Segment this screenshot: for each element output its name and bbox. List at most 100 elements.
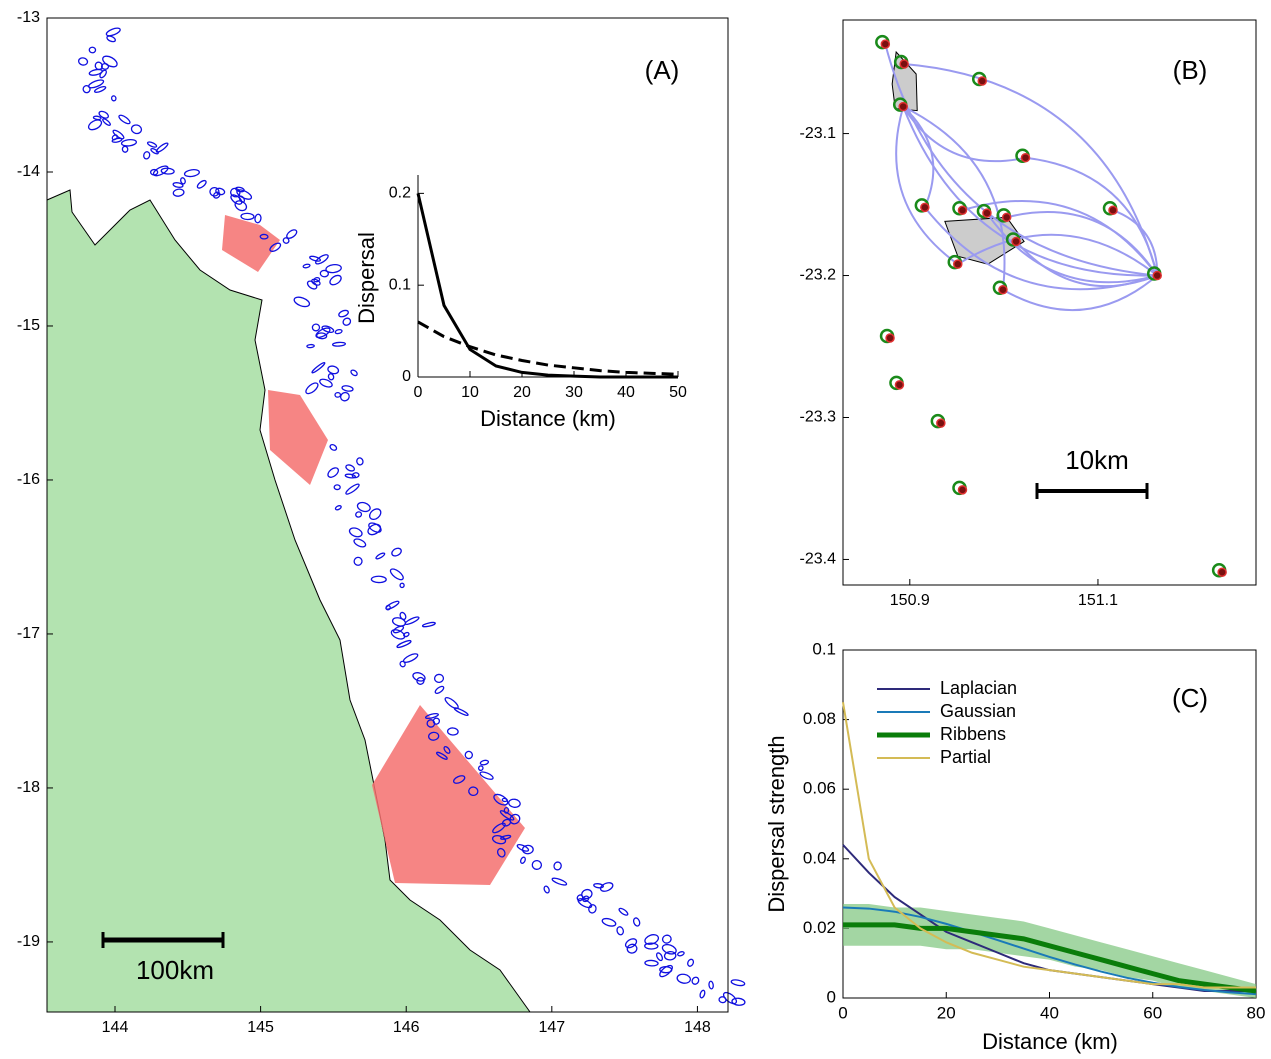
reef — [403, 631, 410, 638]
reef — [235, 186, 245, 193]
axes-frame — [46, 17, 729, 1013]
reef-point — [885, 333, 895, 343]
reef — [325, 263, 342, 274]
reef — [150, 147, 159, 155]
reef — [391, 617, 407, 627]
connection — [1015, 240, 1158, 288]
reef — [356, 457, 364, 466]
reef — [348, 527, 363, 538]
reef — [120, 138, 138, 147]
reef — [519, 856, 526, 864]
reef — [327, 373, 335, 381]
reef — [551, 877, 568, 886]
reef — [331, 341, 346, 347]
reef — [659, 964, 673, 978]
reef — [98, 110, 109, 119]
reef — [143, 151, 151, 160]
y-tick-label: 0.2 — [389, 185, 411, 202]
reef-point — [1011, 236, 1021, 247]
reef-point — [920, 202, 930, 213]
scale-bar-label: 100km — [136, 955, 214, 985]
y-tick-label: 0.08 — [803, 709, 836, 728]
reef — [106, 35, 116, 43]
reef — [345, 483, 360, 495]
reef — [329, 274, 342, 286]
reef-point — [998, 284, 1008, 295]
region — [372, 705, 525, 885]
connection — [1002, 274, 1158, 312]
x-tick-label: 30 — [565, 384, 583, 401]
reef — [464, 750, 474, 760]
reef — [385, 600, 400, 610]
reef — [708, 980, 714, 990]
reef — [644, 942, 659, 950]
reef-point — [1108, 205, 1118, 215]
reef — [367, 523, 382, 536]
x-tick-label: 148 — [684, 1019, 711, 1036]
reef — [370, 575, 387, 584]
reef — [342, 317, 352, 326]
reef — [345, 464, 356, 472]
reef — [478, 765, 484, 772]
reef — [306, 343, 315, 349]
reef — [316, 332, 328, 340]
legend-label: Gaussian — [940, 701, 1016, 721]
reef — [491, 834, 507, 845]
connection — [1006, 211, 1159, 277]
reef-point — [898, 101, 908, 112]
reef — [601, 917, 617, 927]
connection — [902, 105, 935, 208]
reef — [718, 996, 727, 1004]
reef — [553, 861, 562, 871]
reef — [94, 61, 103, 71]
reef-point — [977, 76, 987, 86]
reef — [626, 943, 638, 954]
reef — [479, 771, 494, 780]
reef-point — [894, 380, 905, 390]
x-tick-label: 0 — [838, 1003, 847, 1022]
reef — [493, 793, 509, 806]
connection — [1112, 209, 1159, 276]
reef — [149, 168, 159, 176]
reef — [424, 712, 439, 720]
reef — [508, 798, 521, 808]
line — [842, 702, 1256, 989]
reef-point — [899, 59, 909, 69]
x-tick-label: 144 — [102, 1019, 129, 1036]
inset-x-label: Distance (km) — [480, 406, 616, 431]
reef — [311, 361, 326, 374]
reef — [319, 269, 330, 278]
reef — [421, 621, 436, 628]
reef — [146, 141, 158, 148]
reef — [687, 958, 695, 967]
reef — [88, 68, 103, 76]
reef — [588, 904, 597, 914]
panel-label: (B) — [1173, 55, 1208, 85]
reef — [180, 177, 186, 185]
reef — [92, 115, 102, 121]
region — [268, 390, 328, 485]
reef — [501, 797, 508, 803]
reef — [212, 191, 221, 199]
reef — [427, 731, 440, 741]
reef — [624, 938, 638, 949]
reef — [254, 213, 262, 224]
reef — [269, 242, 282, 253]
reef — [434, 685, 445, 694]
region — [222, 215, 280, 272]
panel-label: (A) — [645, 55, 680, 85]
y-tick-label: -15 — [17, 317, 40, 334]
reef-point — [982, 208, 992, 218]
reef — [599, 882, 614, 892]
x-tick-label: 20 — [513, 384, 531, 401]
reef — [416, 676, 425, 685]
panel-label: (C) — [1172, 683, 1208, 713]
reef-point — [1152, 270, 1162, 281]
connection — [902, 106, 1026, 163]
y-tick-label: 0.02 — [803, 918, 836, 937]
reef — [444, 696, 459, 710]
reef — [110, 95, 117, 102]
line — [417, 320, 679, 376]
reef — [396, 639, 412, 649]
reef — [644, 959, 659, 967]
